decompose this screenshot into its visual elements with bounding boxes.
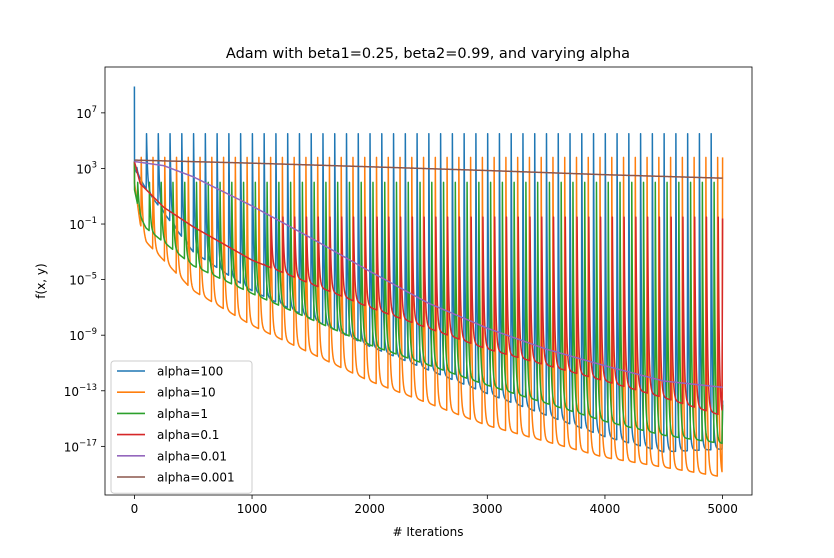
x-axis: 0 1000 2000 3000 4000 5000 bbox=[131, 495, 738, 516]
y-tick-exponent: −17 bbox=[79, 438, 97, 448]
series-layer bbox=[133, 86, 724, 477]
legend-label: alpha=1 bbox=[157, 407, 208, 421]
y-tick-exponent: −13 bbox=[79, 383, 97, 393]
y-axis-title: f(x, y) bbox=[34, 263, 48, 298]
y-tick-exponent: −1 bbox=[84, 216, 97, 226]
y-tick-base: 10 bbox=[69, 274, 84, 288]
legend: alpha=100 alpha=10 alpha=1 alpha=0.1 alpha=0… bbox=[110, 360, 253, 494]
y-tick-exponent: −9 bbox=[84, 327, 97, 337]
legend-box bbox=[110, 360, 253, 494]
chart-title: Adam with beta1=0.25, beta2=0.99, and va… bbox=[226, 46, 630, 62]
y-tick-base: 10 bbox=[64, 440, 79, 454]
series-line-alpha-100 bbox=[133, 86, 724, 453]
plot-frame bbox=[104, 66, 753, 496]
y-tick-label: 103 bbox=[76, 160, 97, 176]
series-line-alpha-1 bbox=[133, 161, 724, 445]
legend-label: alpha=0.1 bbox=[157, 428, 219, 442]
x-axis-title: # Iterations bbox=[392, 525, 463, 539]
legend-label: alpha=0.01 bbox=[157, 449, 227, 463]
y-tick-exponent: 3 bbox=[92, 160, 97, 170]
legend-label: alpha=0.001 bbox=[157, 471, 235, 485]
y-tick-label: 10−17 bbox=[64, 438, 97, 454]
y-tick-label: 10−1 bbox=[69, 216, 97, 232]
y-tick-base: 10 bbox=[76, 107, 91, 121]
y-tick-base: 10 bbox=[64, 385, 79, 399]
y-tick-exponent: −5 bbox=[84, 272, 97, 282]
y-tick-label: 10−13 bbox=[64, 383, 97, 399]
x-tick-label: 0 bbox=[131, 502, 139, 516]
y-tick-label: 10−5 bbox=[69, 272, 97, 288]
x-tick-label: 2000 bbox=[354, 502, 385, 516]
series-line-alpha-0-001 bbox=[134, 159, 723, 179]
y-tick-base: 10 bbox=[76, 162, 91, 176]
y-tick-label: 107 bbox=[76, 105, 97, 121]
x-tick-label: 3000 bbox=[472, 502, 503, 516]
series-line-alpha-0-01 bbox=[134, 160, 723, 389]
y-tick-base: 10 bbox=[69, 329, 84, 343]
y-tick-exponent: 7 bbox=[92, 105, 97, 115]
series-line-alpha-0-1 bbox=[133, 161, 724, 416]
y-tick-base: 10 bbox=[69, 218, 84, 232]
y-tick-label: 10−9 bbox=[69, 327, 97, 343]
x-tick-label: 4000 bbox=[590, 502, 621, 516]
legend-label: alpha=10 bbox=[157, 386, 216, 400]
legend-label: alpha=100 bbox=[157, 365, 223, 379]
x-tick-label: 5000 bbox=[707, 502, 738, 516]
x-tick-label: 1000 bbox=[237, 502, 268, 516]
